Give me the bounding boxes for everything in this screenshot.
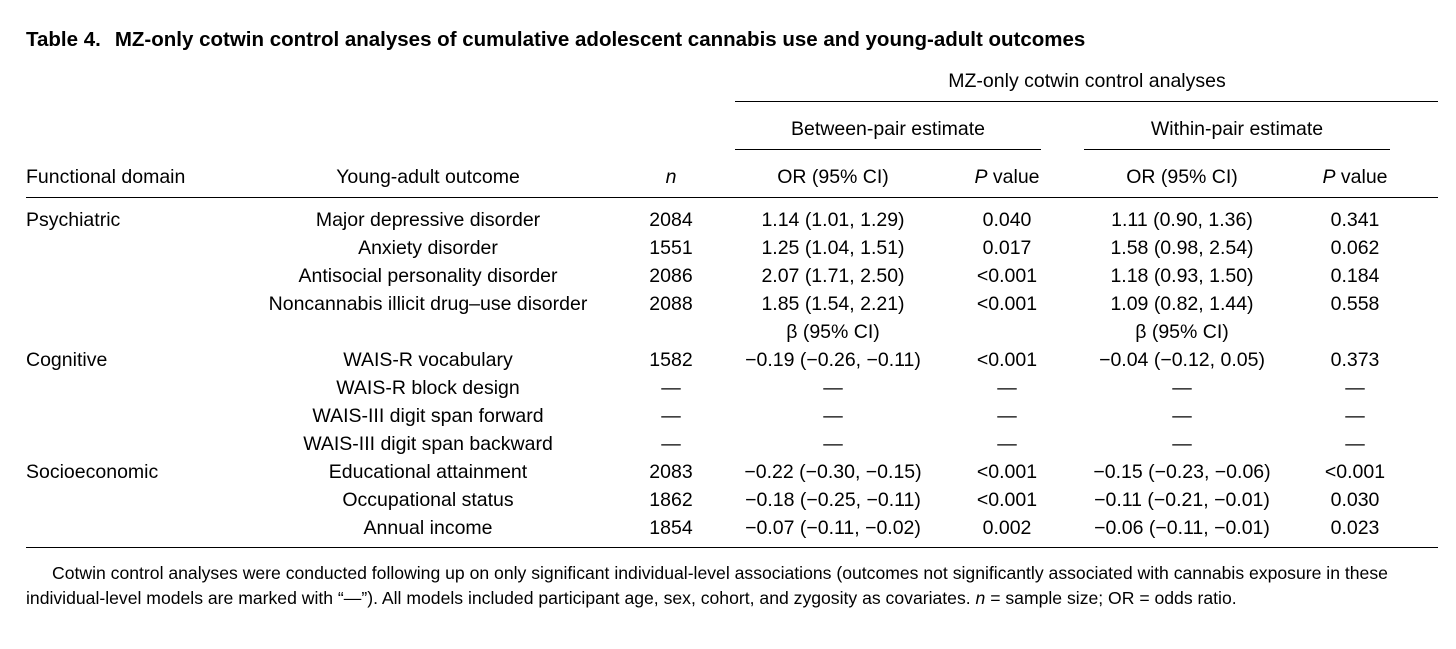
cell-n: 1551 (649, 237, 693, 259)
cell-outcome: WAIS-R vocabulary (343, 349, 513, 371)
cell-n: 1854 (649, 517, 693, 539)
cell-n: 2083 (649, 461, 693, 483)
cell-b-p: <0.001 (976, 293, 1038, 315)
header-bottom-rule (26, 197, 1438, 198)
cell-b-p: — (997, 405, 1017, 427)
cell-b-p: <0.001 (976, 349, 1038, 371)
spanner-rule (735, 101, 1438, 102)
cell-n: — (661, 377, 681, 399)
cell-outcome: Educational attainment (328, 461, 528, 483)
cell-w-est: — (1172, 405, 1192, 427)
cell-outcome: WAIS-III digit span backward (303, 433, 553, 455)
cell-w-est: 1.11 (0.90, 1.36) (1111, 209, 1253, 231)
cell-b-p: <0.001 (976, 265, 1038, 287)
spanner-header: MZ-only cotwin control analyses (948, 70, 1226, 92)
cell-n: — (661, 433, 681, 455)
cell-w-p: 0.184 (1330, 265, 1380, 287)
cell-w-p: 0.558 (1330, 293, 1380, 315)
cell-n: 2088 (649, 293, 693, 315)
cell-w-p: 0.030 (1330, 489, 1380, 511)
cell-outcome: Occupational status (342, 489, 514, 511)
cell-w-est: −0.04 (−0.12, 0.05) (1099, 349, 1265, 371)
cell-b-est: −0.19 (−0.26, −0.11) (745, 349, 921, 371)
cell-w-est: 1.58 (0.98, 2.54) (1110, 237, 1254, 259)
cell-w-p: <0.001 (1324, 461, 1386, 483)
cell-outcome: Anxiety disorder (358, 237, 498, 259)
cell-b-est: −0.22 (−0.30, −0.15) (744, 461, 922, 483)
col-header-within-or: OR (95% CI) (1126, 166, 1238, 188)
cell-w-est: — (1172, 433, 1192, 455)
cell-b-est: — (823, 405, 843, 427)
cell-w-p: — (1345, 377, 1365, 399)
within-beta-label: β (95% CI) (1135, 321, 1229, 343)
table-bottom-rule (26, 547, 1438, 548)
cell-b-p: — (997, 433, 1017, 455)
cell-b-est: −0.18 (−0.25, −0.11) (745, 489, 921, 511)
cell-outcome: WAIS-R block design (336, 377, 520, 399)
cell-n: 1862 (649, 489, 693, 511)
cell-w-p: 0.062 (1330, 237, 1380, 259)
cell-b-p: — (997, 377, 1017, 399)
cell-domain: Psychiatric (26, 209, 121, 231)
within-pair-rule (1084, 149, 1390, 150)
cell-n: — (661, 405, 681, 427)
cell-w-est: 1.18 (0.93, 1.50) (1110, 265, 1254, 287)
cell-b-p: <0.001 (976, 461, 1038, 483)
col-header-between-p: P value (974, 166, 1040, 188)
cell-w-p: 0.341 (1330, 209, 1380, 231)
cell-w-p: 0.023 (1330, 517, 1380, 539)
cell-b-est: 2.07 (1.71, 2.50) (761, 265, 905, 287)
cell-n: 1582 (649, 349, 693, 371)
cell-outcome: WAIS-III digit span forward (312, 405, 544, 427)
cell-w-est: — (1172, 377, 1192, 399)
cell-b-est: −0.07 (−0.11, −0.02) (745, 517, 921, 539)
within-pair-header: Within-pair estimate (1150, 118, 1324, 140)
cell-outcome: Major depressive disorder (315, 209, 541, 231)
col-header-n: n (665, 166, 677, 188)
cell-b-est: 1.14 (1.01, 1.29) (761, 209, 905, 231)
cell-outcome: Annual income (363, 517, 493, 539)
table-title-text: MZ-only cotwin control analyses of cumul… (114, 28, 1086, 51)
cell-b-p: <0.001 (976, 489, 1038, 511)
cell-b-p: 0.017 (982, 237, 1032, 259)
cell-b-est: — (823, 377, 843, 399)
table-footnote: Cotwin control analyses were conducted f… (26, 563, 1388, 608)
table-title: Table 4. MZ-only cotwin control analyses … (26, 28, 1085, 52)
cell-n: 2084 (649, 209, 693, 231)
cell-w-est: −0.06 (−0.11, −0.01) (1094, 517, 1270, 539)
between-beta-label: β (95% CI) (786, 321, 880, 343)
cell-b-est: 1.25 (1.04, 1.51) (761, 237, 905, 259)
cell-n: 2086 (649, 265, 693, 287)
cell-domain: Cognitive (26, 349, 108, 371)
col-header-outcome: Young-adult outcome (336, 166, 520, 188)
cell-b-p: 0.040 (982, 209, 1032, 231)
cell-b-p: 0.002 (982, 517, 1032, 539)
cell-b-est: 1.85 (1.54, 2.21) (761, 293, 905, 315)
cell-w-est: −0.11 (−0.21, −0.01) (1094, 489, 1270, 511)
between-pair-rule (735, 149, 1041, 150)
cell-w-p: — (1345, 405, 1365, 427)
cell-domain: Socioeconomic (26, 461, 159, 483)
cell-b-est: — (823, 433, 843, 455)
cell-outcome: Noncannabis illicit drug–use disorder (268, 293, 588, 315)
cell-w-p: 0.373 (1330, 349, 1380, 371)
cell-w-est: 1.09 (0.82, 1.44) (1110, 293, 1254, 315)
cell-w-est: −0.15 (−0.23, −0.06) (1093, 461, 1271, 483)
col-header-domain: Functional domain (26, 166, 186, 188)
between-pair-header: Between-pair estimate (790, 118, 986, 140)
cell-w-p: — (1345, 433, 1365, 455)
cell-outcome: Antisocial personality disorder (298, 265, 558, 287)
table-label: Table 4. (26, 28, 101, 51)
col-header-within-p: P value (1322, 166, 1388, 188)
col-header-between-or: OR (95% CI) (777, 166, 889, 188)
